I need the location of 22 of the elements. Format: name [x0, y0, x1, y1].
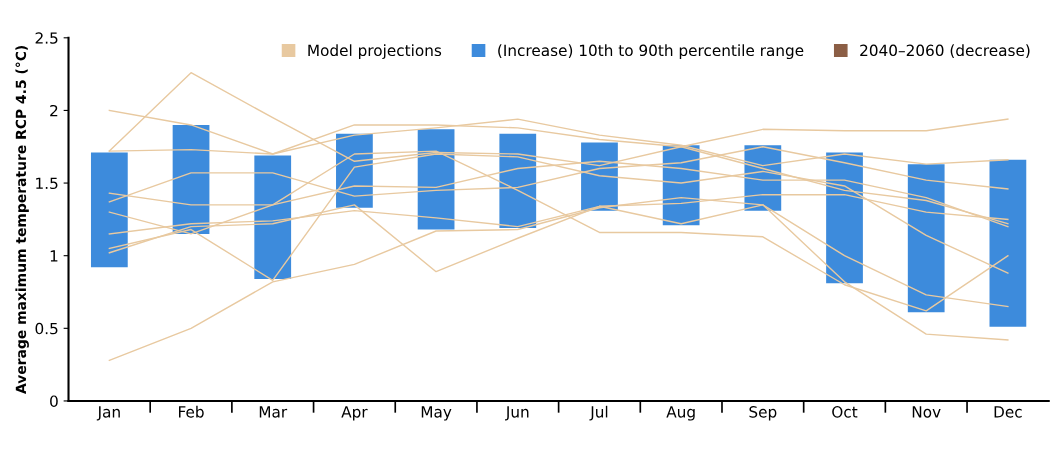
x-tick-label: Nov	[912, 406, 941, 418]
y-tick-label: 0	[50, 395, 58, 407]
x-tick-label: Mar	[259, 406, 288, 418]
legend-label: (Increase) 10th to 90th percentile range	[498, 44, 804, 60]
legend-label: Model projections	[308, 44, 442, 60]
x-tick-label: Aug	[666, 406, 695, 421]
x-tick-label: Dec	[994, 406, 1022, 418]
x-tick-label: Feb	[179, 405, 204, 418]
x-tick-label: Jul	[589, 405, 608, 421]
y-axis-title: Average maximum temperature RCP 4.5 (°C)	[15, 45, 29, 394]
x-tick-label: Oct	[832, 406, 858, 418]
y-tick-label: 2.5	[35, 32, 58, 44]
x-tick-label: Jan	[96, 406, 120, 421]
y-tick-label: 2	[50, 104, 58, 117]
y-tick-label: 1.5	[36, 177, 58, 190]
legend-label: 2040–2060 (decrease)	[860, 44, 1030, 58]
x-tick-label: Sep	[749, 406, 777, 421]
x-tick-label: Jun	[505, 406, 529, 421]
x-tick-label: Apr	[341, 406, 368, 421]
y-tick-label: 0.5	[35, 322, 58, 335]
x-tick-label: May	[421, 406, 452, 421]
y-tick-label: 1	[50, 250, 58, 262]
